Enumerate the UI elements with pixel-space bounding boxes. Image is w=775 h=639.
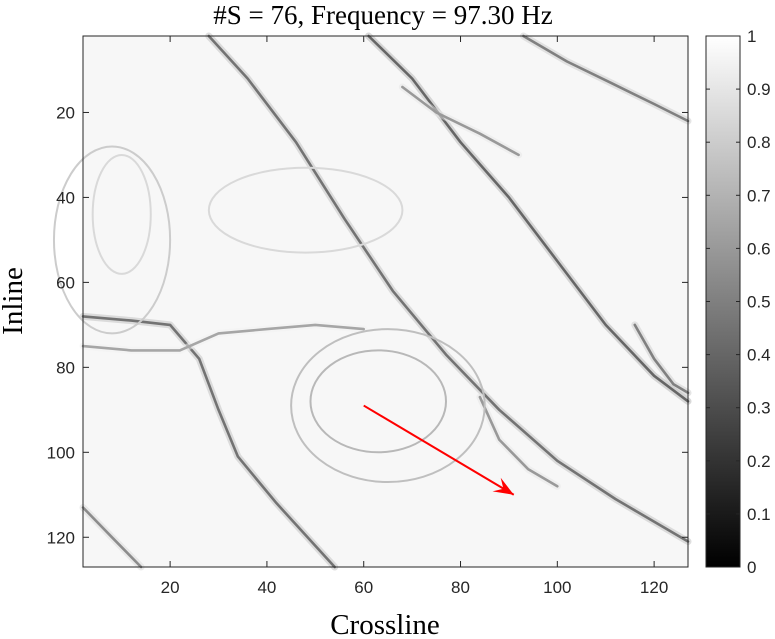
x-axis-label: Crossline xyxy=(330,609,440,639)
y-tick-label: 40 xyxy=(56,188,75,207)
colorbar-ticks: 0 0.1 0.2 0.3 0.4 0.5 0.6 0.7 0.8 0.9 1 xyxy=(706,27,771,577)
colorbar-tick-label: 0.9 xyxy=(747,80,771,99)
colorbar: 0 0.1 0.2 0.3 0.4 0.5 0.6 0.7 0.8 0.9 1 xyxy=(705,27,771,577)
colorbar-tick-label: 0.4 xyxy=(747,346,771,365)
heatmap-plot xyxy=(52,32,692,571)
x-tick-label: 100 xyxy=(543,578,571,597)
arrow-head xyxy=(492,477,514,495)
feature-ellipse-12 xyxy=(52,145,172,335)
y-tick-label: 80 xyxy=(56,358,75,377)
chart-title: #S = 76, Frequency = 97.30 Hz xyxy=(213,0,552,30)
arrow-shaft xyxy=(363,404,515,496)
x-tick-label: 120 xyxy=(640,578,668,597)
x-tick-label: 60 xyxy=(354,578,373,597)
feature-curve-7 xyxy=(478,395,559,488)
feature-curve-5 xyxy=(81,323,365,352)
feature-curve-0 xyxy=(207,34,690,543)
y-axis-label: Inline xyxy=(0,267,29,335)
feature-curve-2 xyxy=(522,34,690,123)
feature-curve-3 xyxy=(401,85,520,157)
x-tick-label: 40 xyxy=(257,578,276,597)
feature-curve-1 xyxy=(367,34,690,403)
x-tick-label: 20 xyxy=(161,578,180,597)
feature-ellipse-13 xyxy=(91,153,152,275)
y-tick-label: 120 xyxy=(47,528,75,547)
y-tick-label: 100 xyxy=(47,443,75,462)
colorbar-tick-label: 0.2 xyxy=(747,452,771,471)
y-axis: 20 40 60 80 100 120 xyxy=(47,103,688,547)
colorbar-tick-label: 0.3 xyxy=(747,399,771,418)
feature-ellipse-10 xyxy=(290,328,486,484)
heatmap-features xyxy=(52,32,692,571)
colorbar-gradient xyxy=(705,35,741,568)
colorbar-tick-label: 0.6 xyxy=(747,239,771,258)
colorbar-tick-label: 0.1 xyxy=(747,505,771,524)
colorbar-tick-label: 1 xyxy=(747,27,756,46)
plot-frame xyxy=(82,35,689,568)
colorbar-tick-label: 0.8 xyxy=(747,133,771,152)
x-tick-label: 80 xyxy=(451,578,470,597)
red-arrow-annotation xyxy=(363,404,515,496)
y-tick-label: 20 xyxy=(56,103,75,122)
colorbar-tick-label: 0 xyxy=(747,558,756,577)
y-tick-label: 60 xyxy=(56,273,75,292)
feature-curve-6 xyxy=(81,506,143,569)
feature-ellipse-9 xyxy=(309,349,447,454)
feature-curve-4 xyxy=(81,315,336,569)
colorbar-tick-label: 0.5 xyxy=(747,293,771,312)
feature-curve-8 xyxy=(633,323,690,395)
colorbar-tick-label: 0.7 xyxy=(747,186,771,205)
feature-ellipse-11 xyxy=(207,166,404,254)
x-axis: 20 40 60 80 100 120 xyxy=(161,36,668,597)
